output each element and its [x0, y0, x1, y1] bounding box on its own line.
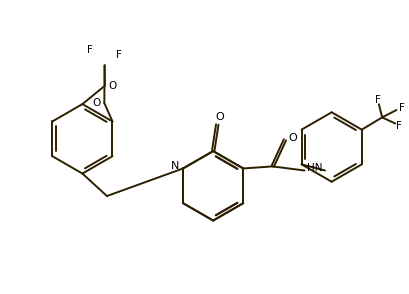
- Text: F: F: [374, 95, 380, 105]
- Text: O: O: [214, 112, 223, 122]
- Text: O: O: [287, 133, 296, 143]
- Text: N: N: [170, 161, 179, 171]
- Text: O: O: [108, 81, 116, 91]
- Text: O: O: [92, 98, 101, 108]
- Text: F: F: [87, 45, 93, 55]
- Text: F: F: [398, 103, 404, 113]
- Text: HN: HN: [307, 163, 322, 173]
- Text: F: F: [396, 121, 401, 131]
- Text: F: F: [116, 50, 121, 60]
